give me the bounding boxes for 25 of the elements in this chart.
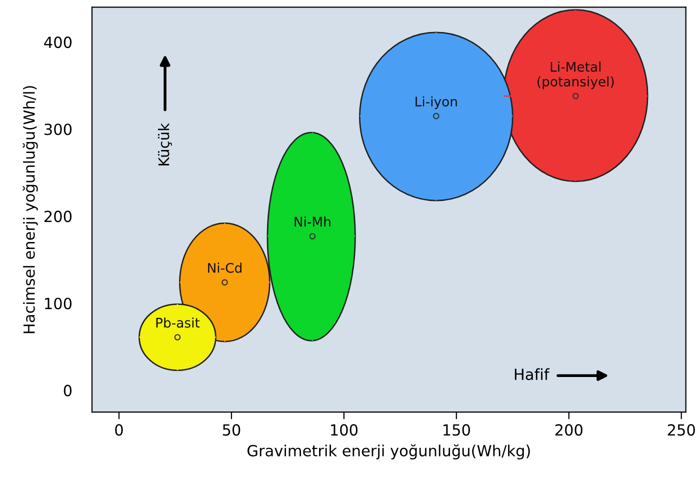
x-tick-label: 200 [555,424,582,436]
series-label: Ni-Mh [294,216,330,227]
x-tick-label: 100 [331,424,358,436]
annotation: Küçük [158,123,172,166]
y-tick-label: 0 [64,384,72,396]
point [174,334,181,340]
point [358,32,514,202]
annotation: Hafif [514,368,550,380]
series-label: Ni-Cd [208,262,242,273]
x-tick-label: 150 [444,424,470,436]
series-label: Li-iyon [416,96,457,110]
series-label: Pb-asit [156,318,200,328]
point [222,279,228,286]
series-label: Li-Metal (potansiyel) [538,62,614,90]
point [309,233,316,240]
x-tick-label: 0 [115,424,123,436]
x-tick-label: 250 [668,424,695,436]
y-tick-label: 200 [44,210,72,222]
y-tick-label: 100 [45,298,72,310]
x-axis-title: Gravimetrik enerji yoğunluğu(Wh/kg) [248,444,530,460]
y-axis-title: Hacimsel enerji yoğunluğu(Wh/l) [22,86,38,334]
y-tick-label: 400 [44,36,72,48]
y-tick-label: 300 [44,124,72,136]
x-tick-label: 50 [222,424,240,436]
point [572,92,579,100]
